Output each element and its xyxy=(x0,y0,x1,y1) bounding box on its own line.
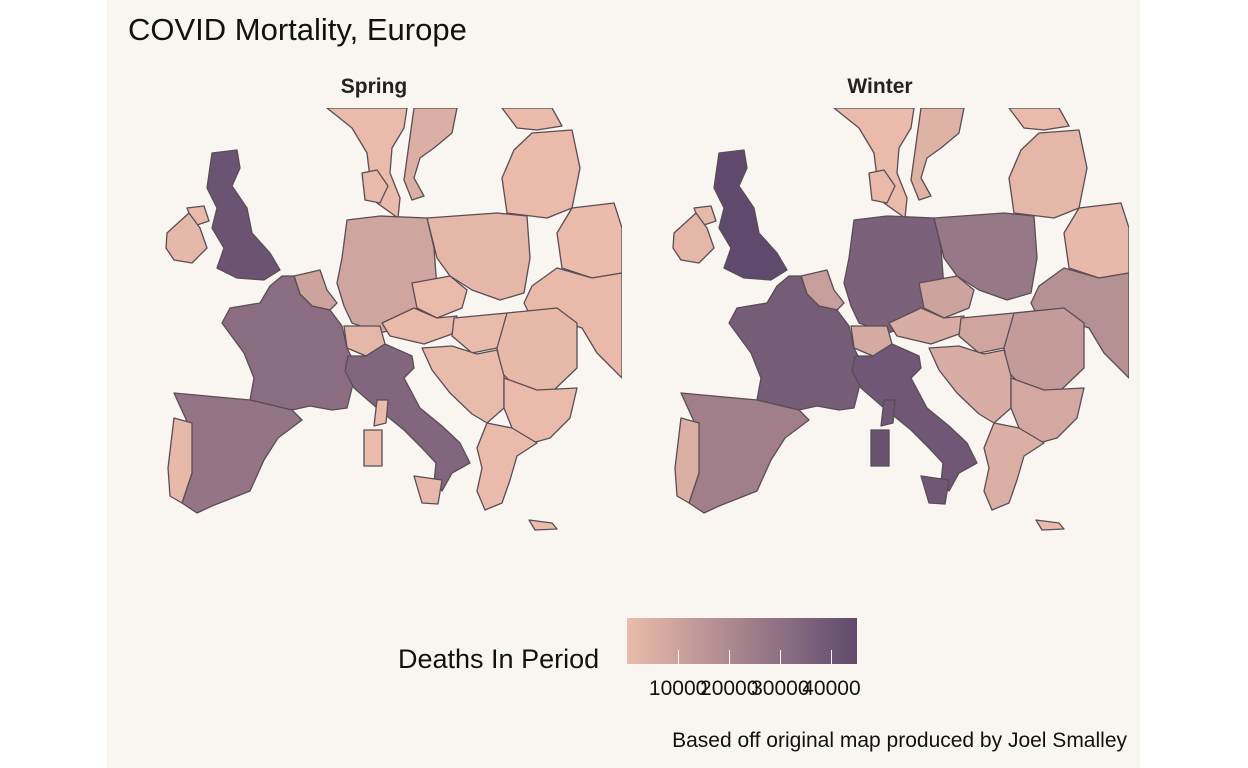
region-greece xyxy=(476,422,538,511)
region-norway xyxy=(326,108,408,219)
region-finland xyxy=(501,108,563,131)
region-france xyxy=(221,275,358,411)
region-belarus xyxy=(556,202,622,279)
region-baltics xyxy=(501,129,581,219)
caption: Based off original map produced by Joel … xyxy=(672,729,1127,752)
region-czechia xyxy=(918,275,975,319)
legend-colorbar xyxy=(627,618,857,664)
map-spring xyxy=(165,108,622,531)
region-portugal xyxy=(674,417,700,504)
region-poland xyxy=(933,212,1038,301)
region-uk xyxy=(713,149,788,281)
region-france xyxy=(728,275,865,411)
region-denmark xyxy=(868,169,896,204)
region-corsica xyxy=(373,399,389,427)
region-portugal xyxy=(167,417,193,504)
chart-title: COVID Mortality, Europe xyxy=(128,12,467,47)
legend-tick xyxy=(780,650,782,664)
region-finland xyxy=(1008,108,1070,131)
legend-tick-label: 20000 xyxy=(700,677,759,700)
region-balkans xyxy=(928,345,1012,424)
facet-label-winter: Winter xyxy=(847,75,913,98)
facet-label-spring: Spring xyxy=(340,75,408,98)
region-belarus xyxy=(1063,202,1129,279)
region-sweden xyxy=(403,108,458,201)
region-sicily xyxy=(413,475,443,505)
region-sardinia xyxy=(870,429,890,467)
region-czechia xyxy=(411,275,468,319)
region-cyprus xyxy=(528,519,558,531)
region-poland xyxy=(426,212,531,301)
region-cyprus xyxy=(1035,519,1065,531)
region-norway xyxy=(833,108,915,219)
legend-tick xyxy=(678,650,680,664)
region-baltics xyxy=(1008,129,1088,219)
region-ireland xyxy=(672,212,715,264)
region-greece xyxy=(983,422,1045,511)
region-bulgaria xyxy=(1010,377,1085,444)
region-spain xyxy=(680,392,810,514)
legend-tick-label: 10000 xyxy=(648,677,708,700)
region-uk xyxy=(206,149,281,281)
region-sicily xyxy=(920,475,950,505)
region-balkans xyxy=(421,345,505,424)
legend-tick xyxy=(729,650,731,664)
map-winter xyxy=(672,108,1129,531)
region-sweden xyxy=(910,108,965,201)
legend-title: Deaths In Period xyxy=(398,644,600,674)
region-ireland xyxy=(165,212,208,264)
region-bulgaria xyxy=(503,377,578,444)
region-corsica xyxy=(880,399,896,427)
region-sardinia xyxy=(363,429,383,467)
legend-tick-label: 40000 xyxy=(802,677,861,700)
region-spain xyxy=(173,392,303,514)
legend-tick xyxy=(831,650,833,664)
region-denmark xyxy=(361,169,389,204)
legend-tick-label: 30000 xyxy=(751,677,810,700)
